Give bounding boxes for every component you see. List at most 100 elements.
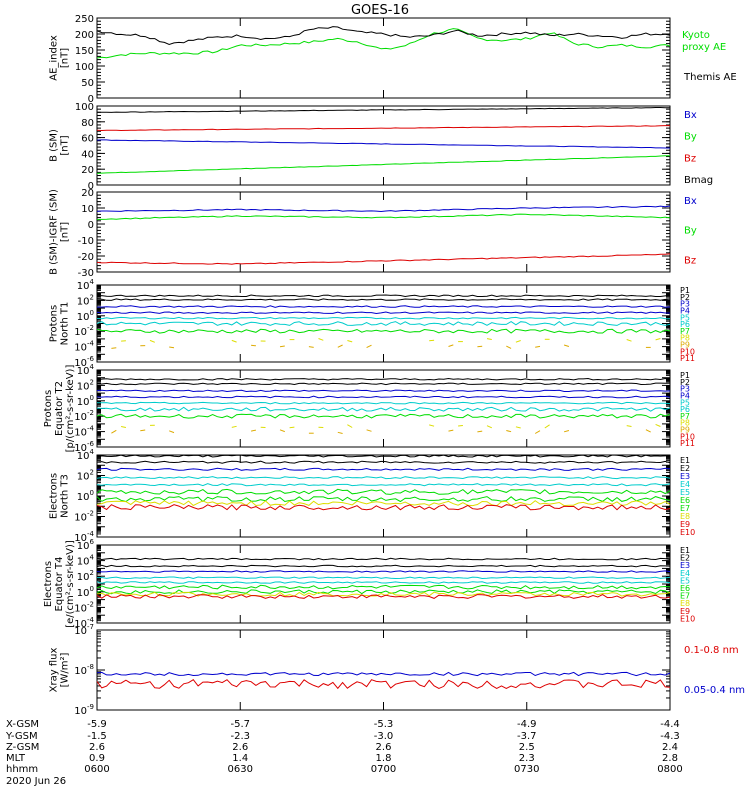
series-line-p1 (96, 294, 671, 298)
series-line-p8 (347, 424, 353, 428)
series-line-p8 (626, 425, 632, 427)
x-axis-value: -5.7 (230, 719, 250, 730)
series-line-p9 (140, 429, 146, 432)
panel-frame (96, 191, 671, 273)
series-line-p7 (96, 413, 671, 419)
legend-entry-p11: P11 (680, 439, 695, 448)
series-line-bmag (97, 107, 671, 113)
series-line-p8 (429, 424, 435, 427)
series-line-p9 (279, 429, 285, 433)
series-line-p9 (477, 430, 483, 433)
legend-entry-e10: E10 (680, 528, 695, 537)
series-line-p9 (448, 429, 454, 432)
series-line-xray-0 (96, 679, 671, 690)
legend-entry-e6: E6 (680, 496, 690, 505)
y-tick-label: 104 (77, 554, 95, 568)
y-tick-label: 10-4 (74, 530, 94, 544)
legend-entry-p4: P4 (680, 306, 690, 315)
legend-entry-e3: E3 (680, 472, 690, 481)
y-tick-label: 104 (77, 278, 95, 292)
legend-entry: 0.05-0.4 nm (684, 685, 745, 696)
y-tick-label: 10-4 (74, 616, 94, 630)
y-tick-label: 0 (88, 181, 94, 192)
series-line-p9 (366, 344, 372, 349)
series-line-p8 (544, 424, 550, 429)
series-line-p9 (506, 345, 512, 349)
series-line-p9 (477, 345, 483, 348)
panel-frame (96, 544, 671, 624)
x-axis-value: 0600 (84, 764, 109, 775)
x-axis-row-label: hhmm (6, 764, 38, 775)
x-axis-value: 0630 (228, 764, 253, 775)
y-axis-label: AE_index (49, 35, 60, 81)
y-tick-label: 50 (81, 78, 94, 89)
legend-entry-p1: P1 (680, 371, 690, 380)
series-line-p9 (337, 431, 343, 434)
series-line-e2 (96, 460, 671, 464)
y-tick-label: 100 (77, 394, 94, 408)
legend-entry-e2: E2 (680, 554, 690, 563)
legend-entry-p11: P11 (680, 354, 695, 363)
y-tick-label: 10-8 (74, 663, 94, 677)
series-line-p9 (111, 347, 117, 349)
series-line-p9 (506, 430, 512, 433)
series-line-p5 (96, 401, 671, 405)
y-tick-label: 10-6 (74, 440, 94, 454)
legend-entry: Bx (684, 110, 697, 121)
series-line-p8 (149, 339, 155, 343)
y-tick-label: 0 (88, 94, 94, 105)
y-tick-label: 10-9 (74, 703, 94, 717)
y-tick-label: 250 (75, 14, 94, 25)
legend-entry-p5: P5 (680, 313, 690, 322)
legend-entry: 0.1-0.8 nm (684, 645, 739, 656)
series-line-by (96, 155, 671, 174)
panel-frame (96, 17, 671, 99)
panel-electrons_t4: Electrons Equator T4 [e/(cm²-s-sr-keV)]10-… (43, 538, 695, 630)
series-line-p8 (347, 340, 353, 343)
x-axis-value: 2.4 (662, 742, 678, 753)
series-line-p8 (289, 426, 295, 429)
legend-entry-e9: E9 (680, 520, 690, 529)
legend-entry-e9: E9 (680, 607, 690, 616)
series-line-by (96, 213, 671, 221)
y-tick-label: 10-2 (74, 600, 94, 614)
panel-protons_t2: Protons Equator T2 [p/(cm²-s-sr-keV)]10-61… (43, 363, 695, 454)
legend-entry-e5: E5 (680, 488, 690, 497)
legend-entry-e8: E8 (680, 599, 690, 608)
y-tick-label: -20 (78, 252, 94, 263)
panel-xray: Xray flux [W/m²] 10-9 10-8 10-7 0.1-0.8 nm 0.0… (49, 623, 746, 717)
series-line-p9 (251, 344, 256, 347)
series-line-e9 (96, 593, 671, 599)
x-axis-row-label: X-GSM (6, 719, 39, 730)
y-tick-label: -30 (78, 268, 94, 279)
series-line-p1 (96, 377, 671, 381)
series-line-p2 (96, 298, 671, 301)
legend-entry: Themis AE (683, 72, 737, 83)
y-tick-label: 10-6 (74, 355, 94, 369)
legend-entry-e1: E1 (680, 546, 690, 555)
x-axis-value: 2.3 (519, 753, 535, 764)
legend-entry-e7: E7 (680, 592, 690, 601)
series-line-bx (96, 205, 671, 213)
x-axis-row-label: MLT (6, 753, 26, 764)
series-line-p3 (96, 389, 671, 393)
series-line-kyoto-proxy-ae (96, 28, 671, 59)
y-tick-label: 100 (77, 585, 94, 599)
series-line-e5 (96, 581, 671, 584)
y-tick-label: 10 (81, 204, 94, 215)
x-axis-value: -2.3 (230, 731, 250, 742)
series-line-e6 (96, 488, 671, 495)
legend-entry-p6: P6 (680, 320, 690, 329)
legend-entry-e4: E4 (680, 480, 690, 489)
series-line-e3 (96, 467, 671, 471)
y-axis-label: North T1 (60, 302, 71, 346)
legend-entry-p7: P7 (680, 412, 690, 421)
x-axis-row-label: Y-GSM (5, 731, 38, 742)
series-line-e6 (96, 584, 671, 590)
x-axis-value: 0800 (657, 764, 682, 775)
series-line-p8 (231, 425, 237, 428)
legend-entry-p5: P5 (680, 398, 690, 407)
series-line-p7 (96, 328, 671, 334)
